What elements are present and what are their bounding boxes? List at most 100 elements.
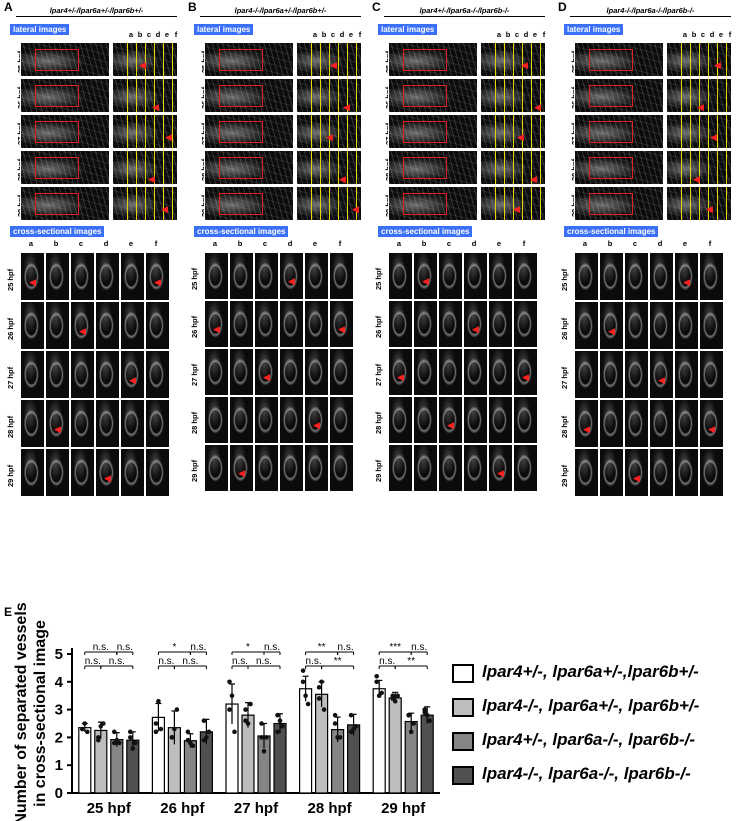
section-guide-line xyxy=(145,187,146,220)
column-letter: a xyxy=(212,239,218,248)
cross-section-image xyxy=(20,399,45,448)
column-letter: e xyxy=(496,239,502,248)
cross-section-image xyxy=(95,399,120,448)
column-letter: e xyxy=(718,30,724,39)
section-guide-line xyxy=(127,187,128,220)
cross-section-image xyxy=(513,396,538,444)
column-letter: b xyxy=(505,30,511,39)
cross-section-image: ◀ xyxy=(574,399,599,448)
genotype-title: lpar4-/-/lpar6a-/-/lpar6b-/- xyxy=(570,6,731,17)
image-texture xyxy=(96,449,119,496)
significance-upper-label: *** xyxy=(389,642,401,653)
image-texture xyxy=(205,253,228,299)
column-letter: f xyxy=(338,239,342,248)
section-guide-line xyxy=(690,151,691,184)
section-guide-line xyxy=(311,115,312,148)
section-guide-line xyxy=(690,79,691,112)
cross-section-image xyxy=(45,350,70,399)
section-guide-line xyxy=(522,43,523,76)
data-point xyxy=(172,726,177,732)
cross-section-image: ◀ xyxy=(145,252,170,301)
bar xyxy=(110,739,124,794)
bar xyxy=(420,714,434,794)
cross-section-image xyxy=(95,252,120,301)
cross-section-image xyxy=(229,348,254,396)
panel-letter: B xyxy=(188,0,197,14)
image-texture xyxy=(280,301,303,347)
data-point xyxy=(190,743,196,749)
cross-section-image xyxy=(488,300,513,348)
hpf-label: 25 hpf xyxy=(6,268,15,291)
section-guide-line xyxy=(338,43,339,76)
image-texture xyxy=(305,253,328,299)
section-guide-line xyxy=(522,151,523,184)
section-guide-line xyxy=(347,79,348,112)
image-texture xyxy=(21,449,44,496)
roi-box xyxy=(589,85,633,107)
red-arrow-icon: ◀ xyxy=(213,324,220,334)
section-guide-line xyxy=(172,115,173,148)
cross-section-image xyxy=(254,444,279,492)
image-texture xyxy=(46,351,69,398)
legend-swatch-1 xyxy=(452,664,474,683)
data-point xyxy=(158,726,164,732)
lateral-image xyxy=(20,78,110,113)
red-arrow-icon: ◀ xyxy=(522,372,529,382)
cross-section-image xyxy=(649,448,674,497)
image-texture xyxy=(575,253,598,300)
section-guide-line xyxy=(356,151,357,184)
image-texture xyxy=(600,351,623,398)
red-arrow-icon: ◀ xyxy=(497,468,504,478)
lateral-zoom-image: ◀ xyxy=(666,150,732,185)
column-letter: a xyxy=(128,30,134,39)
legend-swatch-4 xyxy=(452,766,474,785)
roi-box xyxy=(219,49,263,71)
image-texture xyxy=(700,449,723,496)
lateral-image xyxy=(388,78,478,113)
roi-box xyxy=(35,49,79,71)
lateral-image xyxy=(574,186,664,221)
lateral-zoom-image: ◀ xyxy=(112,42,178,77)
data-point xyxy=(277,718,283,724)
data-point xyxy=(275,712,280,718)
cross-section-image xyxy=(388,396,413,444)
hpf-label: 29 hpf xyxy=(374,459,383,482)
red-arrow-icon: ◀ xyxy=(633,472,640,483)
significance-upper-label: n.s. xyxy=(264,642,280,653)
cross-section-image xyxy=(329,396,354,444)
image-texture xyxy=(121,400,144,447)
image-texture xyxy=(146,302,169,349)
cross-section-image xyxy=(20,448,45,497)
red-arrow-icon: ◀ xyxy=(165,132,172,142)
legend-label-3: lpar4+/-, lpar6a-/-, lpar6b-/- xyxy=(482,730,696,749)
red-arrow-icon: ◀ xyxy=(447,420,454,430)
cross-section-image xyxy=(574,350,599,399)
cross-section-image xyxy=(463,252,488,300)
image-texture xyxy=(489,349,512,395)
section-guide-line xyxy=(726,115,727,148)
section-guide-line xyxy=(311,43,312,76)
column-letter: c xyxy=(700,30,706,39)
image-texture xyxy=(650,400,673,447)
cross-section-image xyxy=(70,399,95,448)
data-point xyxy=(374,679,380,685)
column-letter: a xyxy=(396,239,402,248)
red-arrow-icon: ◀ xyxy=(710,132,717,142)
cross-section-image: ◀ xyxy=(204,300,229,348)
section-guide-line xyxy=(338,151,339,184)
red-arrow-icon: ◀ xyxy=(697,102,704,112)
bar xyxy=(372,688,386,794)
image-texture xyxy=(330,445,353,491)
data-point xyxy=(128,729,133,735)
section-guide-line xyxy=(531,151,532,184)
section-guide-line xyxy=(699,187,700,220)
section-guide-line xyxy=(681,79,682,112)
image-texture xyxy=(71,253,94,300)
lateral-image xyxy=(574,150,664,185)
column-letter: e xyxy=(682,239,688,248)
lateral-image xyxy=(574,114,664,149)
cross-section-image xyxy=(120,252,145,301)
cross-section-image: ◀ xyxy=(120,350,145,399)
image-texture xyxy=(675,253,698,300)
cross-section-image xyxy=(649,252,674,301)
